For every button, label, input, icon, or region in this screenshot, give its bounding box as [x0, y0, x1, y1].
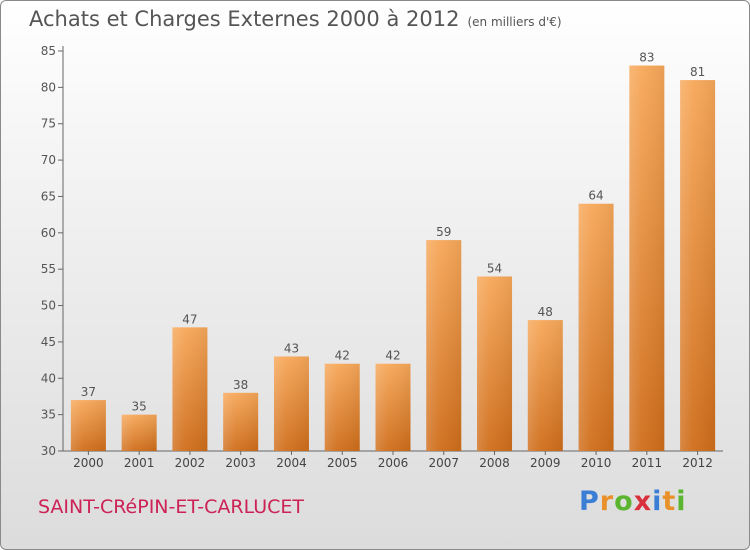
bar-shine-2007 — [426, 240, 462, 451]
bar-shine-2011 — [629, 65, 665, 451]
bar-shine-2001 — [121, 414, 157, 451]
data-label-2000: 37 — [81, 385, 96, 399]
data-label-2004: 43 — [284, 341, 299, 355]
bar-shine-2000 — [70, 400, 106, 451]
bar-shine-2012 — [680, 80, 716, 451]
y-tick-label: 70 — [41, 153, 56, 167]
chart-subtitle: (en milliers d'€) — [467, 15, 562, 29]
x-tick-label-2012: 2012 — [682, 456, 713, 470]
chart-title: Achats et Charges Externes 2000 à 2012 (e… — [29, 7, 562, 31]
logo-letter: x — [633, 486, 653, 517]
x-tick-label-2003: 2003 — [225, 456, 256, 470]
x-tick-label-2008: 2008 — [479, 456, 510, 470]
axes: 30 35 40 45 50 55 60 65 70 75 80 85 2000 2001 2002 2003… — [41, 44, 723, 470]
y-tick-label: 35 — [41, 408, 56, 422]
x-tick-label-2006: 2006 — [378, 456, 409, 470]
data-label-2002: 47 — [182, 312, 197, 326]
x-tick-label-2005: 2005 — [327, 456, 358, 470]
logo-letter: i — [676, 486, 687, 517]
logo-letter: r — [599, 486, 615, 517]
x-tick-label-2011: 2011 — [632, 456, 663, 470]
x-tick-label-2001: 2001 — [124, 456, 155, 470]
bar-shine-2008 — [477, 276, 513, 451]
data-label-2009: 48 — [538, 305, 553, 319]
bar-shine-2010 — [578, 203, 614, 451]
x-tick-label-2010: 2010 — [581, 456, 612, 470]
x-tick-label-2002: 2002 — [175, 456, 206, 470]
logo-letter: i — [652, 486, 663, 517]
y-tick-label: 40 — [41, 371, 56, 385]
y-tick-label: 50 — [41, 299, 56, 313]
data-label-2007: 59 — [436, 225, 451, 239]
y-tick-label: 55 — [41, 262, 56, 276]
x-tick-label-2007: 2007 — [428, 456, 459, 470]
logo-letter: P — [579, 486, 600, 517]
data-label-2012: 81 — [690, 65, 705, 79]
data-label-2005: 42 — [335, 349, 350, 363]
bar-shine-2005 — [324, 363, 360, 451]
x-tick-label-2009: 2009 — [530, 456, 561, 470]
data-label-2008: 54 — [487, 261, 502, 275]
data-label-2001: 35 — [132, 400, 147, 414]
bar-shine-2006 — [375, 363, 411, 451]
logo-letter: t — [662, 486, 677, 517]
x-tick-label-2000: 2000 — [73, 456, 104, 470]
bars — [70, 65, 716, 451]
y-tick-label: 75 — [41, 117, 56, 131]
x-tick-label-2004: 2004 — [276, 456, 307, 470]
y-tick-label: 85 — [41, 44, 56, 58]
data-label-2006: 42 — [385, 349, 400, 363]
bar-shine-2009 — [527, 320, 563, 451]
proxiti-logo[interactable]: Proxiti — [579, 486, 687, 517]
y-tick-label: 60 — [41, 226, 56, 240]
data-label-2010: 64 — [588, 189, 603, 203]
data-label-2011: 83 — [639, 51, 654, 65]
y-tick-label: 65 — [41, 189, 56, 203]
chart-title-text: Achats et Charges Externes 2000 à 2012 — [29, 7, 460, 31]
y-tick-label: 30 — [41, 444, 56, 458]
bar-shine-2003 — [223, 392, 259, 451]
bar-shine-2004 — [273, 356, 309, 451]
data-label-2003: 38 — [233, 378, 248, 392]
bar-shine-2002 — [172, 327, 208, 451]
commune-name: SAINT-CRéPIN-ET-CARLUCET — [38, 496, 304, 518]
logo-letter: o — [614, 486, 634, 517]
y-tick-label: 45 — [41, 335, 56, 349]
y-tick-label: 80 — [41, 80, 56, 94]
data-labels: 37 35 47 38 43 42 42 59 54 48 64 83 81 — [81, 51, 706, 414]
